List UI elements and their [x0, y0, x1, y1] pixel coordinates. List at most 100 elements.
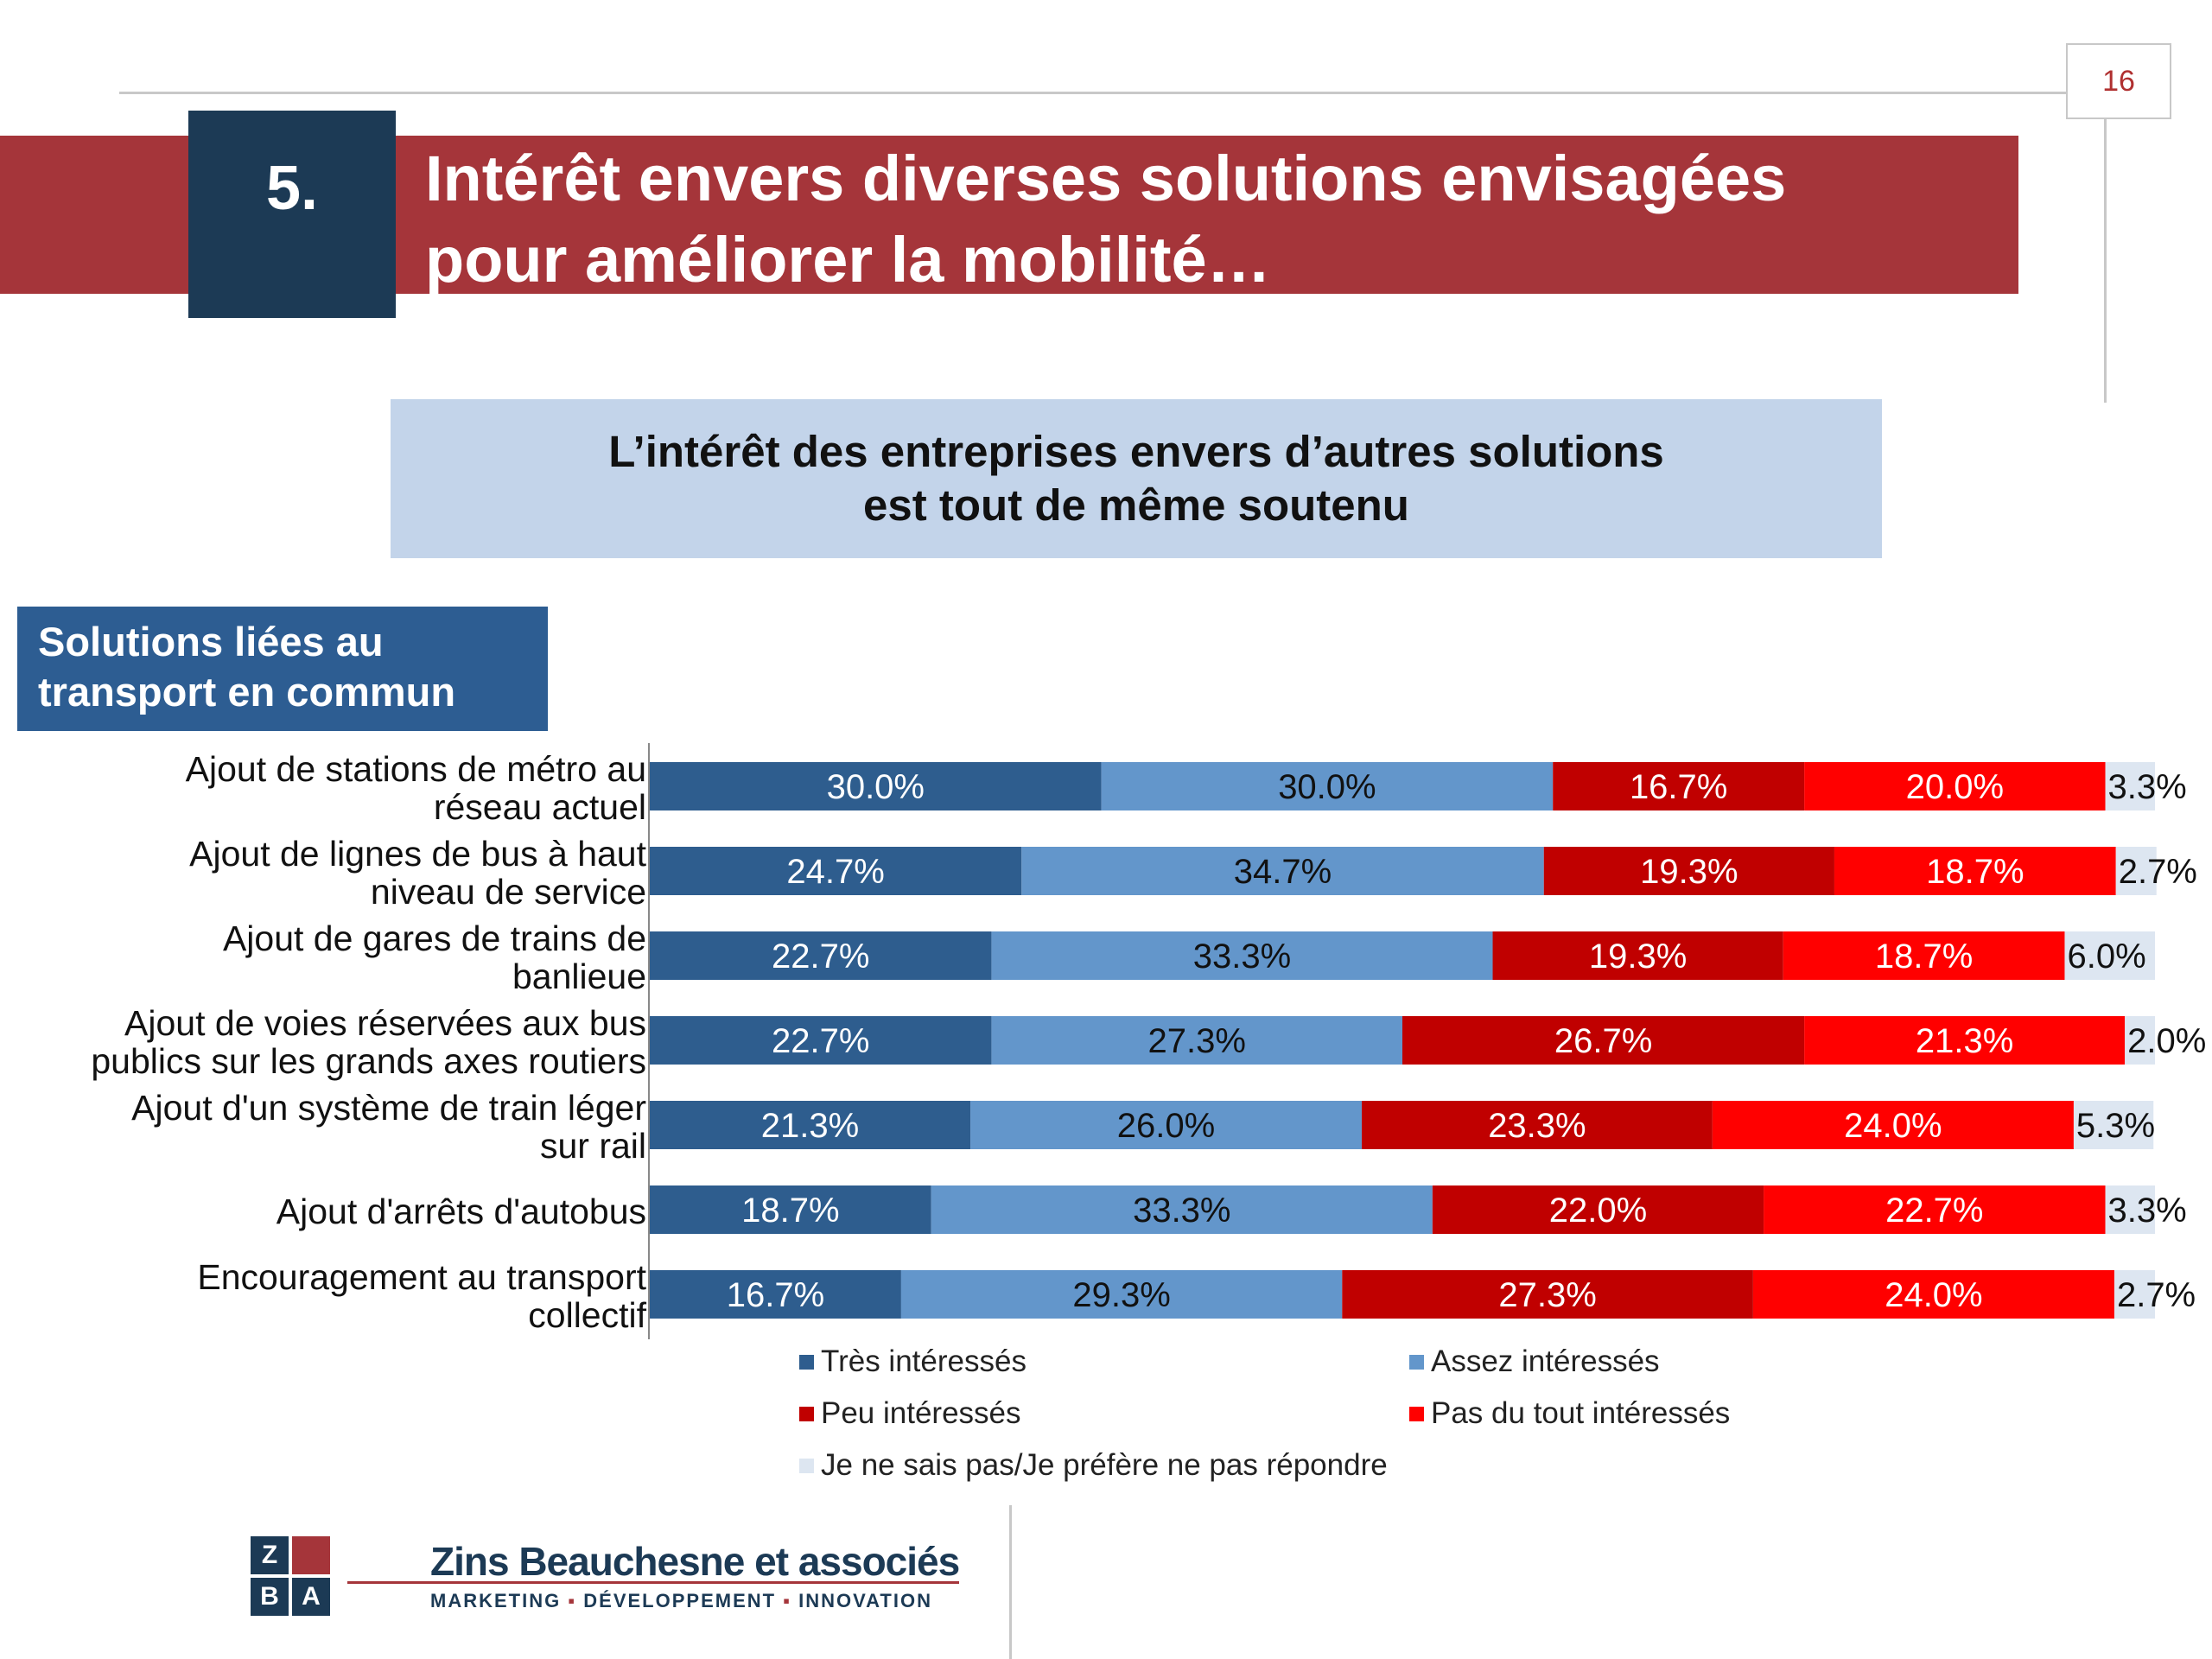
data-label: 23.3%: [1488, 1107, 1586, 1145]
bar-segment: [650, 931, 992, 980]
category-heading: Solutions liées au transport en commun: [17, 607, 548, 731]
legend-label-nsp: Je ne sais pas/Je préfère ne pas répondr…: [821, 1448, 1388, 1482]
page-title-line2: pour améliorer la mobilité…: [425, 224, 1271, 296]
page-number: 16: [2066, 43, 2171, 119]
bar-segment: [1402, 1016, 1805, 1065]
bar-segment: [1804, 1016, 2126, 1065]
data-label: 21.3%: [761, 1107, 859, 1145]
category-label: Encouragement au transport collectif: [197, 1258, 646, 1334]
category-label-line: Ajout d'un système de train léger: [131, 1088, 646, 1128]
data-label: 21.3%: [1916, 1022, 2013, 1060]
logo-cell-z: Z: [251, 1536, 289, 1574]
logo-cell-red: [292, 1536, 330, 1574]
legend-item-peu: Peu intéressés: [799, 1396, 1021, 1431]
bar-segment: [650, 1185, 931, 1234]
logo-cell-b: B: [251, 1578, 289, 1616]
data-label: 29.3%: [1072, 1276, 1170, 1314]
category-label-line: Encouragement au transport: [197, 1257, 646, 1297]
data-label: 30.0%: [1278, 768, 1376, 806]
category-label-line: publics sur les grands axes routiers: [91, 1041, 646, 1081]
data-label: 18.7%: [1926, 853, 2024, 891]
legend-swatch-pas: [1409, 1406, 1424, 1421]
data-label: 3.3%: [2108, 768, 2187, 806]
legend-label-tres: Très intéressés: [821, 1344, 1027, 1378]
bar-segment: [2105, 762, 2155, 810]
category-label-line: Ajout de gares de trains de: [222, 918, 646, 958]
data-label: 26.7%: [1554, 1022, 1652, 1060]
category-label-line: Ajout de voies réservées aux bus: [124, 1003, 646, 1043]
legend-swatch-nsp: [799, 1458, 814, 1473]
legend-item-assez: Assez intéressés: [1409, 1344, 1660, 1379]
category-line1: Solutions liées au: [38, 619, 384, 664]
category-label: Ajout d'arrêts d'autobus: [276, 1192, 646, 1230]
legend-label-pas: Pas du tout intéressés: [1431, 1396, 1731, 1430]
bar-segment: [1764, 1185, 2106, 1234]
data-label: 22.0%: [1549, 1192, 1647, 1230]
subtitle-box: L’intérêt des entreprises envers d’autre…: [391, 399, 1882, 558]
data-label: 22.7%: [772, 938, 869, 976]
bar-segment: [1432, 1185, 1764, 1234]
data-label: 18.7%: [1875, 938, 1973, 976]
legend-swatch-tres: [799, 1354, 814, 1370]
data-label: 34.7%: [1234, 853, 1332, 891]
data-label: 22.7%: [1885, 1192, 1983, 1230]
page-title-line1: Intérêt envers diverses solutions envisa…: [425, 143, 1787, 214]
data-label: 24.7%: [786, 853, 884, 891]
bar-segment: [650, 847, 1022, 895]
data-label: 16.7%: [1630, 768, 1727, 806]
bar-segment: [2115, 847, 2157, 895]
category-label: Ajout de stations de métro au réseau actu…: [186, 750, 646, 826]
logo-tagline-dot: ▪: [568, 1590, 584, 1611]
company-logo: Z B A Zins Beauchesne et associés MARKET…: [251, 1536, 968, 1624]
data-label: 19.3%: [1640, 853, 1738, 891]
bar-segment: [1752, 1270, 2114, 1319]
logo-company-name: Zins Beauchesne et associés: [430, 1539, 960, 1584]
category-label-line: Ajout d'arrêts d'autobus: [276, 1192, 646, 1231]
category-label-line: réseau actuel: [433, 787, 646, 827]
category-label-line: niveau de service: [370, 872, 646, 912]
section-number-box: 5.: [188, 111, 396, 318]
data-label: 16.7%: [727, 1276, 824, 1314]
category-label-line: collectif: [528, 1295, 646, 1335]
legend-label-assez: Assez intéressés: [1431, 1344, 1660, 1378]
page-title: Intérêt envers diverses solutions envisa…: [425, 138, 1998, 301]
category-line2: transport en commun: [38, 669, 456, 715]
right-vertical-line: [2104, 119, 2107, 403]
bar-segment: [650, 762, 1102, 810]
data-label: 5.3%: [2076, 1107, 2155, 1145]
logo-cell-a: A: [292, 1578, 330, 1616]
bar-segment: [2125, 1016, 2155, 1065]
bar-segment: [2105, 1185, 2155, 1234]
logo-tagline: MARKETING ▪ DÉVELOPPEMENT ▪ INNOVATION: [430, 1590, 932, 1612]
data-label: 6.0%: [2067, 938, 2145, 976]
category-label: Ajout de gares de trains de banlieue: [223, 919, 646, 995]
legend-item-pas: Pas du tout intéressés: [1409, 1396, 1730, 1431]
bar-segment: [650, 1270, 901, 1319]
bar-segment: [1101, 762, 1554, 810]
bar-segment: [2064, 931, 2155, 980]
bar-segment: [1804, 762, 2106, 810]
section-number: 5.: [265, 154, 319, 223]
category-label-line: banlieue: [512, 957, 646, 996]
logo-divider: [347, 1581, 959, 1584]
category-label: Ajout d'un système de train léger sur rai…: [131, 1089, 646, 1165]
bar-segment: [991, 1016, 1402, 1065]
bar-segment: [2113, 1270, 2155, 1319]
data-label: 2.7%: [2119, 853, 2197, 891]
bar-segment: [900, 1270, 1343, 1319]
legend-swatch-assez: [1409, 1354, 1424, 1370]
subtitle-line2: est tout de même soutenu: [863, 480, 1409, 530]
chart-svg: 30.0% 30.0% 16.7% 20.0% 3.3% 24.7% 34.7% 19.3% 1…: [648, 743, 2206, 1339]
category-label-line: sur rail: [539, 1126, 646, 1166]
chart-legend: Très intéressés Assez intéressés Peu int…: [799, 1344, 1836, 1491]
logo-tagline-1: MARKETING: [430, 1590, 562, 1611]
bar-segment: [650, 1016, 992, 1065]
logo-tagline-3: INNOVATION: [798, 1590, 932, 1611]
category-label: Ajout de lignes de bus à haut niveau de s…: [189, 835, 646, 911]
legend-label-peu: Peu intéressés: [821, 1396, 1021, 1430]
bar-segment: [1021, 847, 1544, 895]
data-label: 33.3%: [1133, 1192, 1230, 1230]
data-label: 26.0%: [1117, 1107, 1215, 1145]
data-label: 20.0%: [1906, 768, 2004, 806]
data-label: 27.3%: [1498, 1276, 1596, 1314]
